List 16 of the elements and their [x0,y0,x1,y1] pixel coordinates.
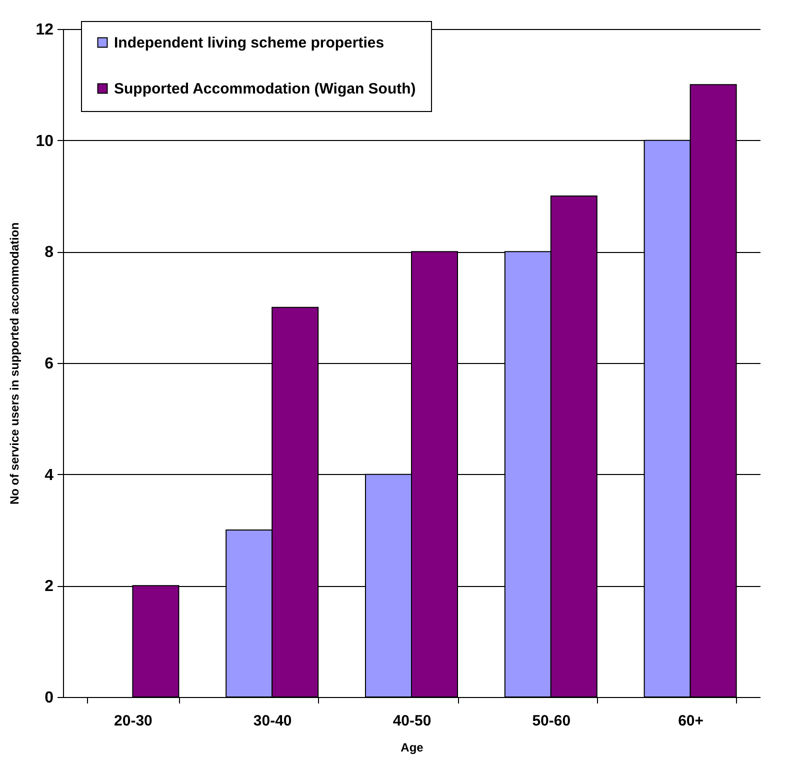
y-tick-label: 4 [44,466,54,484]
x-tick-label: 30-40 [253,712,292,730]
y-tick-label: 10 [36,132,54,150]
legend-label: Independent living scheme properties [114,34,384,52]
x-axis-title: Age [400,740,424,754]
y-axis-title: No of service users in supported accommodation [8,222,22,505]
x-tick-label: 60+ [678,712,704,730]
y-tick-label: 2 [44,578,54,596]
x-tick-label: 40-50 [392,712,432,730]
y-tick-label: 8 [44,244,54,262]
x-tick-label: 20-30 [114,712,152,730]
y-tick-label: 0 [44,690,54,706]
y-tick-label: 12 [36,22,54,38]
x-tick-label: 50-60 [532,712,571,730]
y-tick-label: 6 [44,356,54,372]
legend-label: Supported Accommodation (Wigan South) [114,80,416,98]
